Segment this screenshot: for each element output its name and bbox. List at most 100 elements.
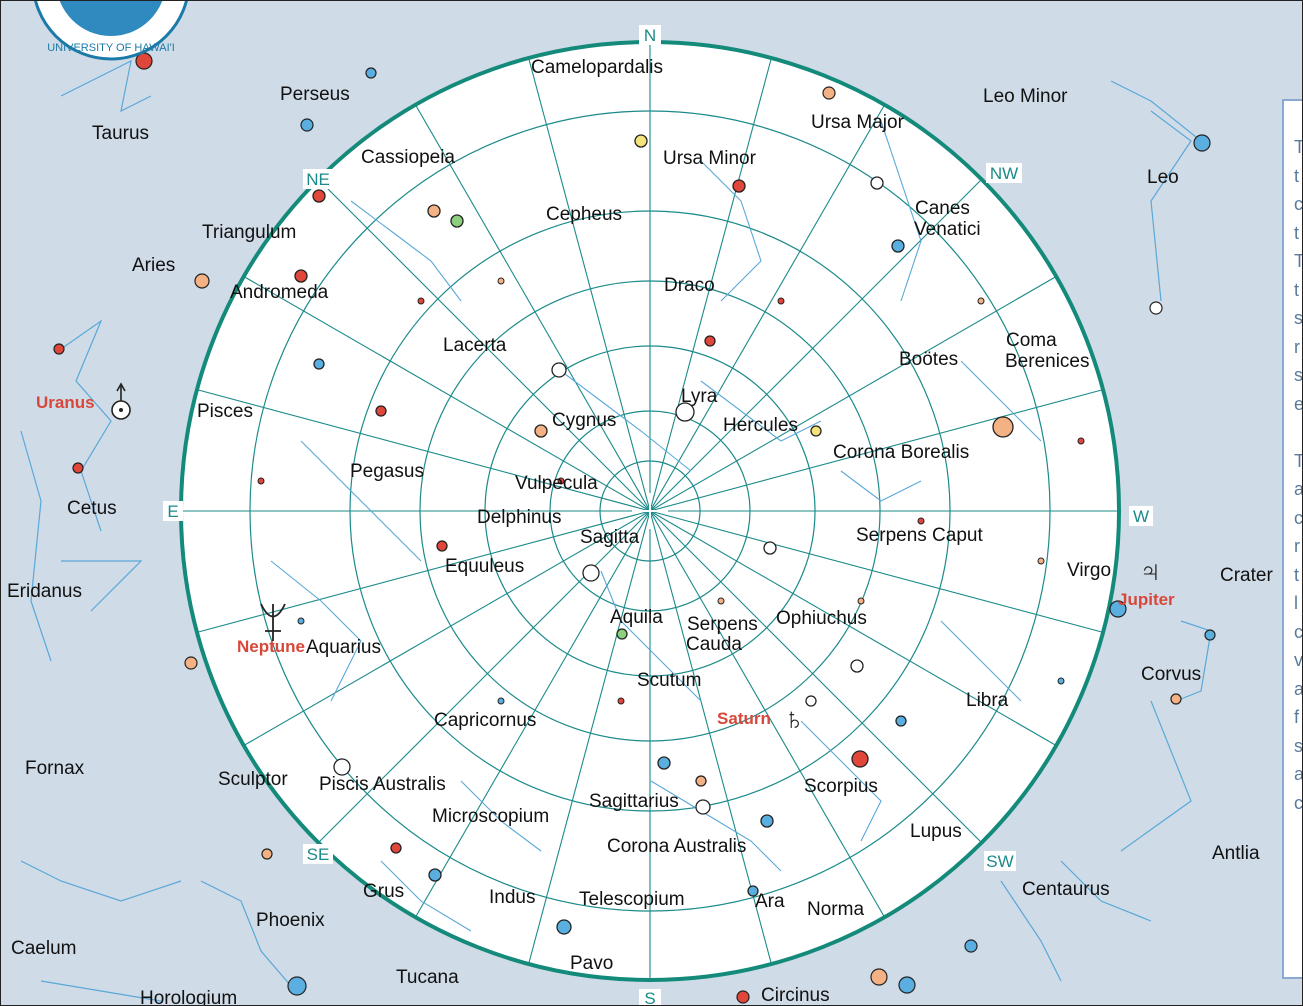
label-telescopium: Telescopium [579,889,685,910]
dir-s: S [644,989,655,1006]
constellation-labels: Camelopardalis Perseus Taurus Cassiopeia… [7,57,1273,1006]
dir-w: W [1133,507,1149,526]
label-neptune: Neptune [237,637,305,656]
info-text-line: a [1284,675,1302,704]
label-berenices: Berenices [1005,351,1090,372]
label-cauda: Cauda [686,634,742,655]
dir-e: E [167,502,178,521]
label-indus: Indus [489,887,535,908]
dir-ne: NE [306,170,330,189]
stars [257,134,1085,935]
label-pisces: Pisces [197,401,253,422]
info-text-line: c [1294,621,1303,642]
info-text-line: r [1294,536,1300,556]
label-pavo: Pavo [570,953,613,974]
label-vulpecula: Vulpecula [515,473,598,494]
info-panel: TtctTtsrseTacrtlcvafsac [1282,99,1303,979]
university-logo: UNIVERSITY OF HAWAI'I [34,1,188,61]
neptune-icon [260,603,286,641]
label-aries: Aries [132,255,175,276]
label-corona-australis: Corona Australis [607,836,746,857]
dir-se: SE [307,845,330,864]
label-piscis-australis: Piscis Australis [319,774,446,795]
label-draco: Draco [664,275,715,296]
label-leo: Leo [1147,167,1179,188]
label-scorpius: Scorpius [804,776,878,797]
label-venatici: Venatici [914,219,981,240]
label-sagitta: Sagitta [580,527,640,548]
logo-text: UNIVERSITY OF HAWAI'I [47,42,175,54]
planet-labels: Uranus Neptune Jupiter Saturn [36,393,1175,728]
info-text-line: c [1294,507,1303,528]
info-text-line: t [1294,165,1300,186]
info-text-line: r [1294,336,1300,357]
label-sagittarius: Sagittarius [589,791,679,812]
label-capricornus: Capricornus [434,710,536,731]
info-text-line: t [1294,222,1300,243]
label-norma: Norma [807,899,864,920]
info-text-line: T [1284,133,1302,162]
jupiter-icon: ♃ [1139,555,1162,588]
zenith-mark [632,493,668,529]
outside-stars [53,52,1216,1004]
label-equuleus: Equuleus [445,556,524,577]
label-saturn: Saturn [717,709,771,728]
label-crater: Crater [1220,565,1273,586]
label-circinus: Circinus [761,985,830,1006]
info-text-line: a [1284,475,1302,504]
dir-sw: SW [986,852,1013,871]
label-leo-minor: Leo Minor [983,86,1068,107]
label-cepheus: Cepheus [546,204,622,225]
label-caelum: Caelum [11,938,76,959]
label-virgo: Virgo [1067,560,1111,581]
info-text-line: c [1294,792,1303,813]
label-taurus: Taurus [92,123,149,144]
label-camelopardalis: Camelopardalis [531,57,663,78]
label-fornax: Fornax [25,758,85,779]
compass-labels: N NE E SE S SW W NW [163,25,1153,1006]
label-serpens: Serpens [687,614,758,635]
label-corona-borealis: Corona Borealis [833,442,969,463]
info-text-line: t [1294,279,1300,300]
label-centaurus: Centaurus [1022,879,1110,900]
label-lacerta: Lacerta [443,335,507,356]
info-text-line: s [1294,308,1303,328]
info-text-line: s [1294,735,1303,756]
info-text-line: f [1294,707,1300,727]
label-cassiopeia: Cassiopeia [361,147,455,168]
label-ursa-major: Ursa Major [811,112,905,133]
label-ara: Ara [755,891,785,912]
info-text-line: s [1294,365,1303,385]
dir-n: N [644,26,656,45]
outside-stick-lines [20,59,1212,1002]
label-aquarius: Aquarius [306,637,381,658]
label-lupus: Lupus [910,821,962,842]
label-eridanus: Eridanus [7,581,82,602]
coordinate-grid [181,42,1119,980]
label-bootes: Boötes [899,349,958,370]
label-scutum: Scutum [637,670,701,691]
label-pegasus: Pegasus [350,461,424,482]
label-grus: Grus [363,881,404,902]
info-text-line: e [1284,390,1302,419]
info-text-line [1284,418,1302,447]
label-horologium: Horologium [140,988,237,1006]
label-cetus: Cetus [67,498,117,519]
label-corvus: Corvus [1141,664,1201,685]
planet-symbols: ♃ ♄ [111,382,1162,736]
dir-nw: NW [990,164,1018,183]
label-antlia: Antlia [1212,843,1260,864]
info-text-line: c [1294,194,1303,214]
label-ursa-minor: Ursa Minor [663,148,757,169]
label-uranus: Uranus [36,393,95,412]
saturn-icon: ♄ [783,703,806,736]
label-hercules: Hercules [723,415,798,436]
label-serpens-caput: Serpens Caput [856,525,983,546]
info-text-line: T [1284,247,1302,276]
label-tucana: Tucana [396,967,459,988]
info-text-line: a [1284,760,1302,789]
label-andromeda: Andromeda [230,282,329,303]
label-delphinus: Delphinus [477,507,562,528]
